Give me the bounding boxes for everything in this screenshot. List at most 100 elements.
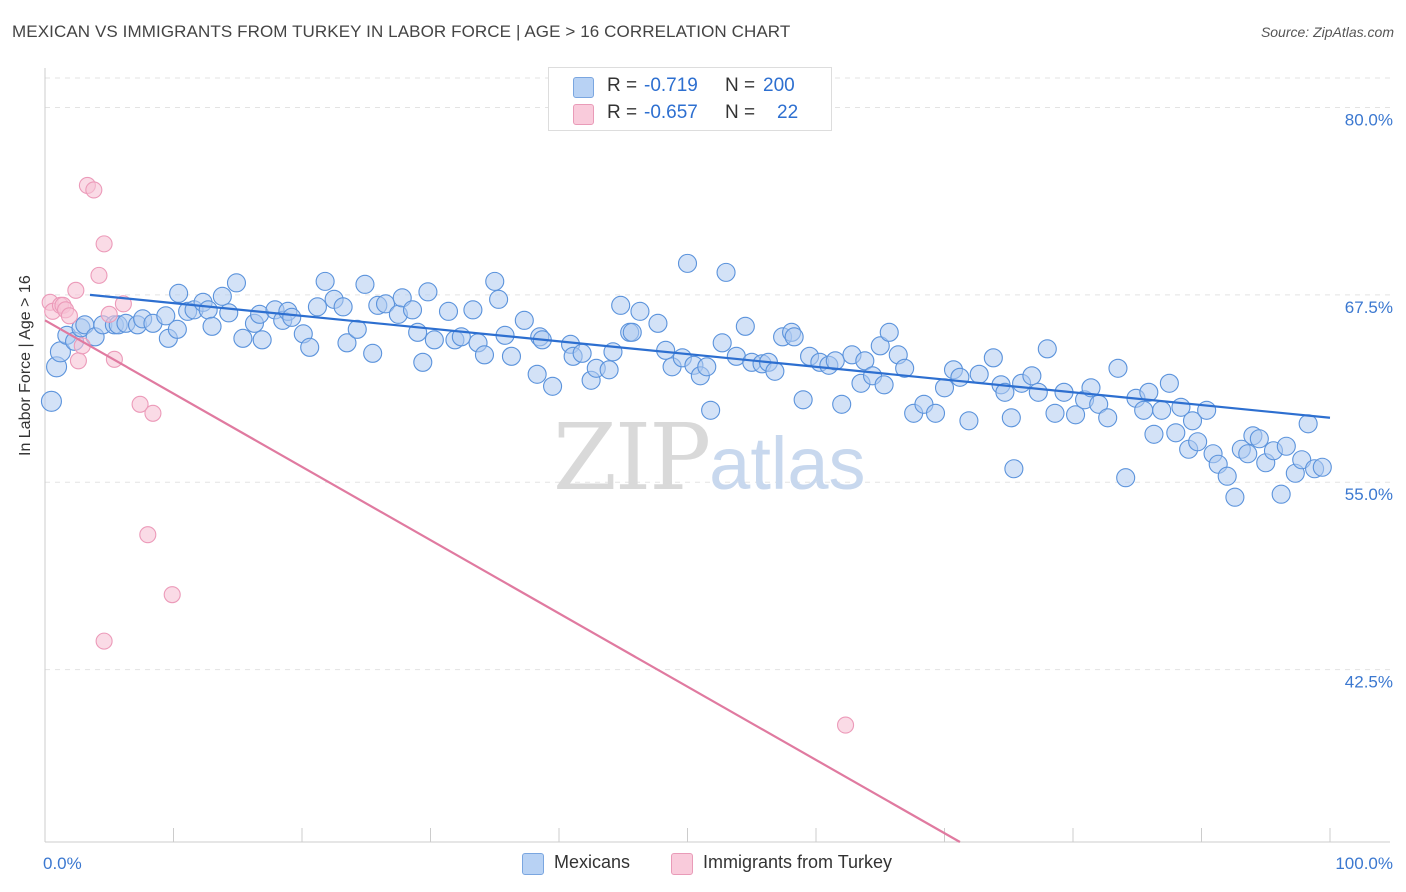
source-label: Source: ZipAtlas.com	[1260, 24, 1394, 40]
mexicans-point	[735, 316, 755, 336]
turkey-point	[67, 281, 85, 299]
mexicans-point	[832, 394, 852, 414]
mexicans-point	[307, 297, 327, 317]
trend-lines	[44, 293, 1331, 843]
mexicans-point	[1116, 468, 1136, 488]
mexicans-point	[1271, 484, 1291, 504]
turkey-point	[163, 586, 181, 604]
turkey-point	[69, 352, 87, 370]
mexicans-point	[219, 303, 239, 323]
y-tick-label: 55.0%	[1345, 485, 1393, 504]
mexicans-point	[1225, 487, 1245, 507]
x-tick-label: 100.0%	[1335, 854, 1393, 873]
mexicans-point	[212, 286, 232, 306]
legend-swatch-pink	[573, 104, 594, 125]
y-tick-labels: 42.5% 55.0% 67.5% 80.0%	[1345, 110, 1393, 691]
turkey-trend-line	[44, 319, 961, 843]
mexicans-point	[950, 367, 970, 387]
zipatlas-watermark: ZIPatlas	[553, 404, 865, 511]
mexicans-point	[363, 343, 383, 363]
bottom-legend-swatch-blue	[522, 853, 544, 875]
mexicans-point	[252, 330, 272, 350]
mexicans-point	[697, 357, 717, 377]
mexicans-point	[895, 358, 915, 378]
mexicans-point	[514, 310, 534, 330]
mexicans-point	[333, 297, 353, 317]
mexicans-point	[527, 364, 547, 384]
legend-r-label: R =	[607, 75, 638, 96]
x-tick-label: 0.0%	[43, 854, 82, 873]
mexicans-point	[300, 337, 320, 357]
mexicans-point	[1022, 366, 1042, 386]
mexicans-point	[413, 352, 433, 372]
mexicans-point	[1098, 408, 1118, 428]
mexicans-point	[156, 306, 176, 326]
mexicans-point	[438, 301, 459, 321]
mexicans-point	[1238, 444, 1258, 464]
y-tick-label: 67.5%	[1345, 298, 1393, 317]
mexicans-point	[630, 301, 650, 321]
mexicans-point	[611, 295, 631, 315]
mexicans-point	[40, 390, 62, 412]
mexicans-point	[198, 300, 218, 320]
turkey-point	[90, 266, 108, 284]
mexicans-point	[418, 282, 438, 302]
mexicans-point	[1144, 424, 1164, 444]
mexicans-point	[282, 307, 302, 327]
mexicans-point	[934, 378, 955, 398]
mexicans-point	[1066, 405, 1086, 425]
mexicans-point	[1004, 459, 1024, 479]
stats-legend: R = -0.719 N = 200 R = -0.657 N = 22	[548, 67, 832, 131]
mexicans-point	[202, 316, 222, 336]
mexicans-point	[572, 343, 592, 363]
mexicans-point	[677, 253, 698, 273]
legend-swatch-blue	[573, 77, 594, 98]
series-mexicans	[40, 253, 1332, 507]
mexicans-point	[169, 283, 189, 303]
mexicans-point	[375, 294, 396, 314]
x-tick-labels: 0.0% 100.0%	[43, 854, 1393, 873]
mexicans-point	[765, 361, 785, 381]
mexicans-point	[1152, 400, 1172, 420]
mexicans-point	[485, 271, 505, 291]
turkey-point	[95, 632, 113, 650]
turkey-point	[100, 305, 118, 323]
mexicans-point	[599, 360, 619, 380]
mexicans-point	[648, 313, 668, 333]
legend-n-label: N =	[725, 75, 756, 96]
mexicans-point	[959, 411, 979, 431]
mexicans-point	[226, 273, 247, 293]
gridlines	[45, 77, 1390, 671]
mexicans-trend-line	[89, 293, 1331, 419]
watermark-zip: ZIP	[553, 404, 711, 511]
y-tick-label: 80.0%	[1345, 110, 1393, 129]
bottom-legend-label: Immigrants from Turkey	[703, 852, 893, 872]
turkey-point	[131, 395, 149, 413]
legend-r-value: -0.657	[644, 102, 698, 123]
y-axis-label: In Labor Force | Age > 16	[17, 275, 34, 456]
mexicans-point	[1028, 382, 1048, 402]
mexicans-point	[969, 364, 989, 384]
mexicans-point	[543, 376, 563, 396]
mexicans-point	[701, 400, 721, 420]
mexicans-point	[1134, 400, 1154, 420]
mexicans-point	[474, 345, 495, 365]
mexicans-point	[712, 333, 732, 353]
mexicans-point	[870, 336, 890, 356]
mexicans-point	[1312, 457, 1332, 477]
mexicans-point	[995, 382, 1015, 402]
mexicans-point	[1182, 411, 1203, 431]
mexicans-point	[233, 328, 253, 348]
mexicans-point	[315, 271, 335, 291]
mexicans-point	[489, 289, 509, 309]
legend-r-value: -0.719	[644, 75, 698, 96]
mexicans-point	[1188, 432, 1208, 452]
turkey-point	[60, 307, 78, 325]
mexicans-point	[1217, 466, 1237, 486]
mexicans-point	[1037, 339, 1057, 359]
mexicans-point	[1108, 358, 1128, 378]
mexicans-point	[424, 330, 444, 350]
mexicans-point	[1045, 403, 1065, 423]
turkey-point	[85, 181, 103, 199]
